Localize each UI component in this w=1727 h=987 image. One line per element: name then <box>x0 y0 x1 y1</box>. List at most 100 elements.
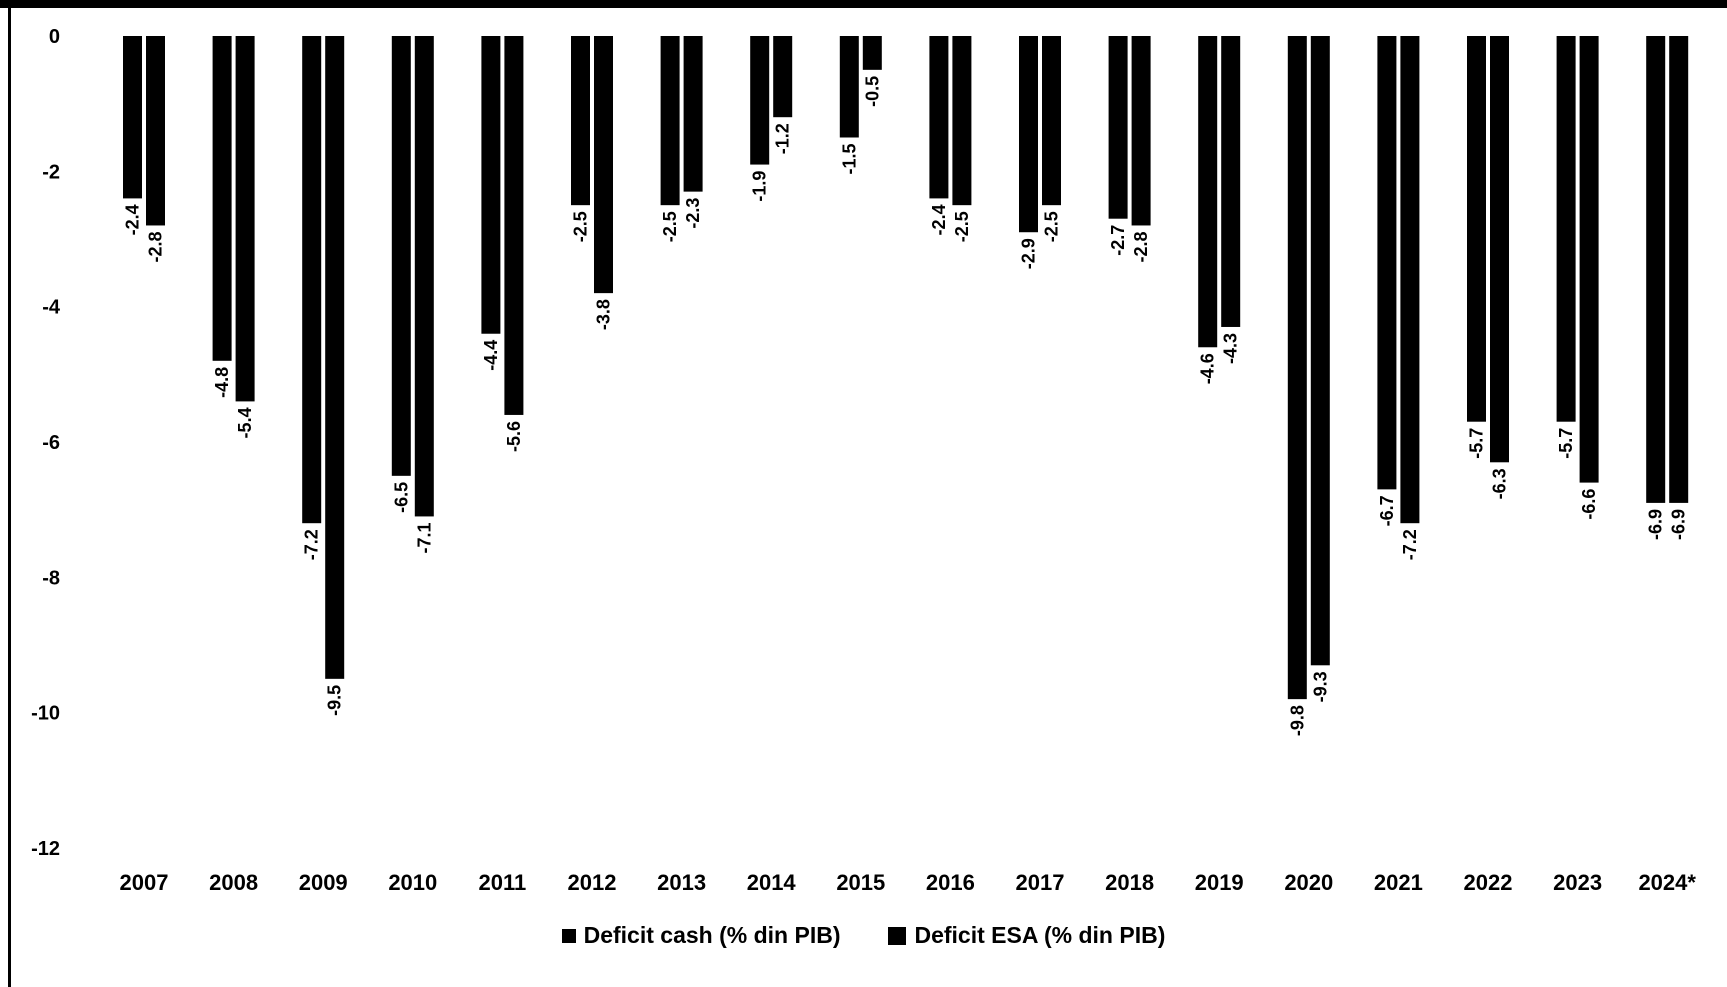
x-tick-label: 2009 <box>299 870 348 895</box>
x-tick-label: 2010 <box>388 870 437 895</box>
data-label: -4.6 <box>1198 353 1218 384</box>
bar-cash <box>302 36 322 524</box>
x-tick-label: 2021 <box>1374 870 1423 895</box>
bar-cash <box>212 36 232 361</box>
x-tick-label: 2024* <box>1638 870 1696 895</box>
data-label: -2.5 <box>1042 211 1062 242</box>
data-label: -2.4 <box>123 204 143 235</box>
bar-chart: 0-2-4-6-8-10-122007-2.4-2.82008-4.8-5.42… <box>31 26 1696 895</box>
data-label: -6.7 <box>1377 495 1397 526</box>
data-label: -4.8 <box>212 367 232 398</box>
bar-esa <box>862 36 882 70</box>
data-label: -1.9 <box>750 171 770 202</box>
bar-esa <box>325 36 345 679</box>
bar-esa <box>1490 36 1509 463</box>
data-label: -6.9 <box>1669 509 1689 540</box>
legend: Deficit cash (% din PIB) Deficit ESA (% … <box>0 922 1727 949</box>
bar-esa <box>1042 36 1061 206</box>
bar-cash <box>123 36 142 199</box>
x-tick-label: 2023 <box>1553 870 1602 895</box>
data-label: -7.1 <box>414 522 434 553</box>
x-tick-label: 2008 <box>209 870 258 895</box>
x-tick-label: 2015 <box>836 870 885 895</box>
bar-cash <box>1377 36 1397 490</box>
data-label: -9.3 <box>1310 671 1330 702</box>
data-label: -3.8 <box>594 299 614 330</box>
data-label: -2.5 <box>952 211 972 242</box>
bar-cash <box>1108 36 1128 219</box>
x-tick-label: 2019 <box>1195 870 1244 895</box>
data-label: -9.8 <box>1287 705 1307 736</box>
bar-cash <box>660 36 680 206</box>
x-tick-label: 2022 <box>1464 870 1513 895</box>
data-label: -4.3 <box>1221 333 1241 364</box>
data-label: -2.9 <box>1019 238 1039 269</box>
bar-esa <box>594 36 613 294</box>
bar-esa <box>773 36 793 118</box>
legend-label-cash: Deficit cash (% din PIB) <box>583 922 841 948</box>
data-label: -6.5 <box>391 482 411 513</box>
legend-label-esa: Deficit ESA (% din PIB) <box>914 922 1166 948</box>
data-label: -2.8 <box>146 231 166 262</box>
bar-cash <box>929 36 949 199</box>
x-tick-label: 2020 <box>1284 870 1333 895</box>
data-label: -0.5 <box>862 76 882 107</box>
x-tick-label: 2012 <box>568 870 617 895</box>
bar-cash <box>1556 36 1576 422</box>
data-label: -2.5 <box>571 211 591 242</box>
bar-cash <box>391 36 411 476</box>
x-tick-label: 2017 <box>1016 870 1065 895</box>
bar-esa <box>952 36 972 206</box>
legend-swatch-cash <box>561 928 576 943</box>
bar-esa <box>683 36 703 192</box>
legend-item-cash: Deficit cash (% din PIB) <box>561 922 841 949</box>
top-border <box>0 0 1727 8</box>
data-label: -1.2 <box>773 123 793 154</box>
y-tick-label: -4 <box>42 297 61 319</box>
bar-cash <box>1467 36 1486 422</box>
x-tick-label: 2007 <box>120 870 169 895</box>
bar-cash <box>750 36 770 165</box>
data-label: -4.4 <box>481 340 501 371</box>
data-label: -2.8 <box>1131 231 1151 262</box>
bar-esa <box>146 36 165 226</box>
x-tick-label: 2014 <box>747 870 797 895</box>
y-tick-label: -2 <box>42 161 60 183</box>
bar-esa <box>504 36 524 415</box>
x-tick-label: 2018 <box>1105 870 1154 895</box>
data-label: -5.7 <box>1467 428 1487 459</box>
data-label: -2.5 <box>660 211 680 242</box>
bar-esa <box>1579 36 1599 483</box>
x-tick-label: 2016 <box>926 870 975 895</box>
legend-item-esa: Deficit ESA (% din PIB) <box>888 922 1165 949</box>
data-label: -2.4 <box>929 204 949 235</box>
y-tick-label: -10 <box>31 703 60 725</box>
x-tick-label: 2013 <box>657 870 706 895</box>
data-label: -7.2 <box>1400 529 1420 560</box>
y-tick-label: -12 <box>31 838 60 860</box>
bar-esa <box>1400 36 1420 524</box>
y-tick-label: -8 <box>42 567 60 589</box>
data-label: -5.4 <box>235 407 255 438</box>
bar-cash <box>481 36 501 334</box>
bar-esa <box>1131 36 1151 226</box>
bar-cash <box>1019 36 1038 233</box>
bar-cash <box>1646 36 1666 503</box>
bar-cash <box>1198 36 1218 348</box>
bar-cash <box>1287 36 1307 700</box>
data-label: -6.6 <box>1579 489 1599 520</box>
data-label: -2.7 <box>1108 225 1128 256</box>
left-border <box>8 0 11 987</box>
y-tick-label: 0 <box>49 26 60 48</box>
data-label: -5.7 <box>1556 428 1576 459</box>
bar-esa <box>414 36 434 517</box>
bar-esa <box>235 36 255 402</box>
bar-cash <box>839 36 859 138</box>
legend-swatch-esa <box>888 926 907 945</box>
x-tick-label: 2011 <box>479 870 527 895</box>
bar-esa <box>1221 36 1241 327</box>
data-label: -6.3 <box>1490 468 1510 499</box>
data-label: -5.6 <box>504 421 524 452</box>
data-label: -7.2 <box>302 529 322 560</box>
